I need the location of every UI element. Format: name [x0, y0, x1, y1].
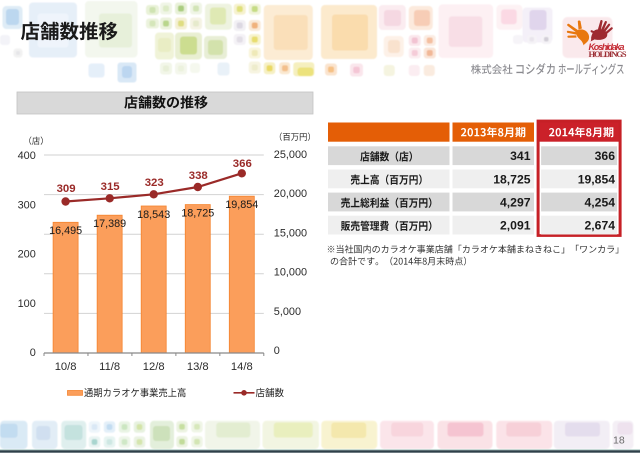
svg-text:2,674: 2,674 [585, 219, 616, 233]
svg-text:366: 366 [233, 158, 252, 170]
svg-text:18,725: 18,725 [181, 207, 214, 219]
svg-text:400: 400 [18, 150, 36, 162]
svg-text:341: 341 [510, 149, 531, 163]
svg-text:315: 315 [101, 181, 121, 193]
svg-text:18,725: 18,725 [493, 172, 530, 186]
svg-text:19,854: 19,854 [225, 199, 258, 211]
svg-text:18,543: 18,543 [137, 209, 170, 221]
svg-text:14/8: 14/8 [231, 361, 253, 373]
svg-text:15,000: 15,000 [274, 227, 307, 239]
svg-text:Koshidaka: Koshidaka [589, 42, 625, 52]
svg-text:100: 100 [18, 298, 36, 310]
svg-text:10/8: 10/8 [55, 361, 77, 373]
svg-text:5,000: 5,000 [274, 306, 301, 318]
svg-text:10,000: 10,000 [274, 267, 307, 279]
svg-text:366: 366 [595, 149, 616, 163]
svg-text:300: 300 [18, 199, 36, 211]
svg-text:18: 18 [613, 435, 625, 447]
svg-text:13/8: 13/8 [187, 361, 209, 373]
svg-text:0: 0 [274, 345, 280, 357]
svg-text:4,254: 4,254 [585, 195, 616, 209]
svg-text:2,091: 2,091 [500, 219, 531, 233]
svg-text:4,297: 4,297 [500, 195, 531, 209]
svg-text:0: 0 [30, 347, 36, 359]
svg-text:200: 200 [18, 249, 36, 261]
svg-text:12/8: 12/8 [143, 361, 165, 373]
svg-text:19,854: 19,854 [578, 172, 615, 186]
svg-text:11/8: 11/8 [99, 361, 120, 373]
svg-text:323: 323 [145, 177, 164, 189]
svg-text:16,495: 16,495 [49, 225, 82, 237]
svg-text:HOLDINGS: HOLDINGS [589, 49, 627, 59]
svg-text:17,389: 17,389 [93, 218, 126, 230]
svg-text:25,000: 25,000 [274, 149, 307, 161]
svg-text:20,000: 20,000 [274, 188, 307, 200]
svg-text:309: 309 [57, 183, 76, 195]
svg-text:338: 338 [189, 170, 208, 182]
